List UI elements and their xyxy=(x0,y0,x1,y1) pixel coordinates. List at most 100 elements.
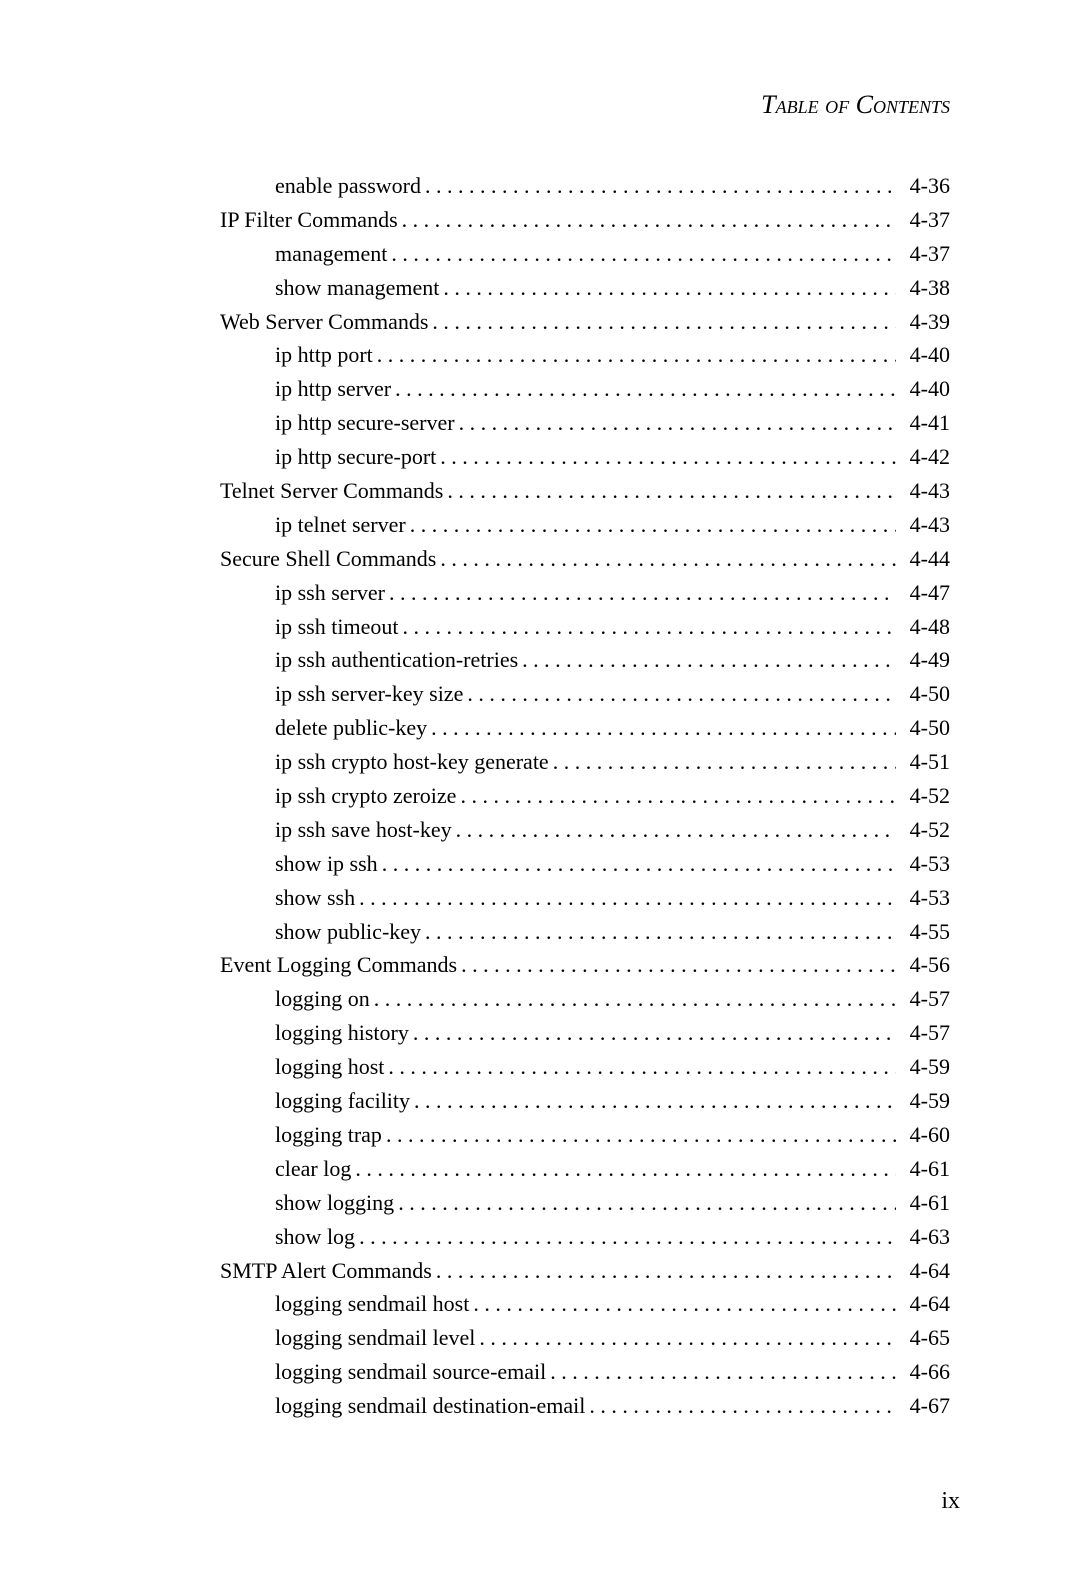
toc-entry: Web Server Commands4-39 xyxy=(220,306,950,338)
toc-entry: Telnet Server Commands4-43 xyxy=(220,475,950,507)
toc-entry-label: logging sendmail host xyxy=(275,1288,469,1320)
toc-entry-label: ip ssh crypto zeroize xyxy=(275,780,456,812)
toc-leader-dots xyxy=(461,949,896,981)
toc-leader-dots xyxy=(402,204,896,236)
page-header: Table of Contents xyxy=(120,90,960,120)
toc-leader-dots xyxy=(425,916,896,948)
toc-leader-dots xyxy=(440,543,896,575)
toc-leader-dots xyxy=(456,814,896,846)
toc-leader-dots xyxy=(550,1356,896,1388)
toc-entry: show ip ssh4-53 xyxy=(220,848,950,880)
toc-entry: logging host 4-59 xyxy=(220,1051,950,1083)
toc-entry-page: 4-59 xyxy=(900,1051,950,1083)
toc-entry-label: ip telnet server xyxy=(275,509,406,541)
toc-entry: ip ssh crypto zeroize 4-52 xyxy=(220,780,950,812)
toc-entry-page: 4-63 xyxy=(900,1221,950,1253)
toc-entry-label: logging on xyxy=(275,983,370,1015)
toc-entry-page: 4-41 xyxy=(900,407,950,439)
toc-entry-page: 4-50 xyxy=(900,712,950,744)
toc-entry-page: 4-64 xyxy=(900,1288,950,1320)
toc-entry: show management 4-38 xyxy=(220,272,950,304)
toc-entry: show log 4-63 xyxy=(220,1221,950,1253)
toc-leader-dots xyxy=(413,1017,896,1049)
toc-entry: logging history4-57 xyxy=(220,1017,950,1049)
toc-entry-page: 4-66 xyxy=(900,1356,950,1388)
toc-entry: ip http secure-server 4-41 xyxy=(220,407,950,439)
toc-entry-page: 4-47 xyxy=(900,577,950,609)
toc-entry-page: 4-37 xyxy=(900,204,950,236)
toc-leader-dots xyxy=(553,746,896,778)
toc-entry-page: 4-51 xyxy=(900,746,950,778)
toc-entry-page: 4-64 xyxy=(900,1255,950,1287)
toc-leader-dots xyxy=(402,611,896,643)
toc-leader-dots xyxy=(425,170,896,202)
toc-entry-label: Secure Shell Commands xyxy=(220,543,436,575)
toc-entry: logging on 4-57 xyxy=(220,983,950,1015)
toc-entry-page: 4-42 xyxy=(900,441,950,473)
toc-leader-dots xyxy=(432,306,896,338)
toc-entry-page: 4-61 xyxy=(900,1187,950,1219)
toc-entry-label: logging sendmail level xyxy=(275,1322,475,1354)
toc-entry-label: ip ssh timeout xyxy=(275,611,398,643)
toc-entry-label: Web Server Commands xyxy=(220,306,428,338)
toc-entry: ip http secure-port 4-42 xyxy=(220,441,950,473)
toc-entry-label: logging trap xyxy=(275,1119,382,1151)
toc-entry-page: 4-53 xyxy=(900,882,950,914)
toc-entry-label: ip ssh crypto host-key generate xyxy=(275,746,549,778)
toc-leader-dots xyxy=(359,882,896,914)
toc-entry-label: ip ssh server-key size xyxy=(275,678,463,710)
toc-entry-label: logging host xyxy=(275,1051,384,1083)
toc-entry: ip http server4-40 xyxy=(220,373,950,405)
toc-entry: ip ssh server4-47 xyxy=(220,577,950,609)
toc-entry: ip telnet server 4-43 xyxy=(220,509,950,541)
toc-entry-page: 4-50 xyxy=(900,678,950,710)
toc-leader-dots xyxy=(377,339,896,371)
toc-leader-dots xyxy=(431,712,896,744)
toc-leader-dots xyxy=(386,1119,896,1151)
toc-leader-dots xyxy=(398,1187,896,1219)
table-of-contents: enable password4-36IP Filter Commands4-3… xyxy=(120,170,960,1422)
toc-entry-label: ip http secure-server xyxy=(275,407,455,439)
toc-entry-label: ip ssh save host-key xyxy=(275,814,452,846)
toc-entry-label: logging sendmail source-email xyxy=(275,1356,546,1388)
toc-entry: logging sendmail destination-email4-67 xyxy=(220,1390,950,1422)
toc-entry: show ssh4-53 xyxy=(220,882,950,914)
toc-entry-label: show public-key xyxy=(275,916,421,948)
toc-entry-page: 4-59 xyxy=(900,1085,950,1117)
toc-entry: logging trap4-60 xyxy=(220,1119,950,1151)
toc-entry-label: logging sendmail destination-email xyxy=(275,1390,585,1422)
toc-entry: ip http port4-40 xyxy=(220,339,950,371)
toc-entry: ip ssh authentication-retries4-49 xyxy=(220,644,950,676)
toc-entry: logging sendmail source-email 4-66 xyxy=(220,1356,950,1388)
toc-leader-dots xyxy=(447,475,896,507)
toc-leader-dots xyxy=(374,983,896,1015)
toc-entry-label: show log xyxy=(275,1221,355,1253)
toc-leader-dots xyxy=(382,848,896,880)
toc-entry-page: 4-36 xyxy=(900,170,950,202)
toc-entry-label: show management xyxy=(275,272,439,304)
toc-entry: ip ssh save host-key4-52 xyxy=(220,814,950,846)
toc-entry-label: clear log xyxy=(275,1153,351,1185)
toc-entry: logging sendmail level 4-65 xyxy=(220,1322,950,1354)
toc-entry: Event Logging Commands4-56 xyxy=(220,949,950,981)
toc-entry-page: 4-65 xyxy=(900,1322,950,1354)
toc-leader-dots xyxy=(395,373,896,405)
toc-leader-dots xyxy=(460,780,896,812)
toc-entry: ip ssh server-key size 4-50 xyxy=(220,678,950,710)
toc-leader-dots xyxy=(459,407,896,439)
header-title: Table of Contents xyxy=(761,90,950,119)
toc-entry-page: 4-43 xyxy=(900,509,950,541)
toc-leader-dots xyxy=(436,1255,896,1287)
toc-entry-label: show logging xyxy=(275,1187,394,1219)
toc-entry: logging facility4-59 xyxy=(220,1085,950,1117)
toc-entry-page: 4-48 xyxy=(900,611,950,643)
toc-entry-label: ip http server xyxy=(275,373,391,405)
toc-entry-page: 4-57 xyxy=(900,983,950,1015)
toc-leader-dots xyxy=(473,1288,896,1320)
toc-entry-page: 4-52 xyxy=(900,780,950,812)
toc-entry: show logging 4-61 xyxy=(220,1187,950,1219)
toc-entry-page: 4-49 xyxy=(900,644,950,676)
toc-entry-page: 4-57 xyxy=(900,1017,950,1049)
toc-entry-page: 4-38 xyxy=(900,272,950,304)
toc-entry-label: ip http secure-port xyxy=(275,441,436,473)
